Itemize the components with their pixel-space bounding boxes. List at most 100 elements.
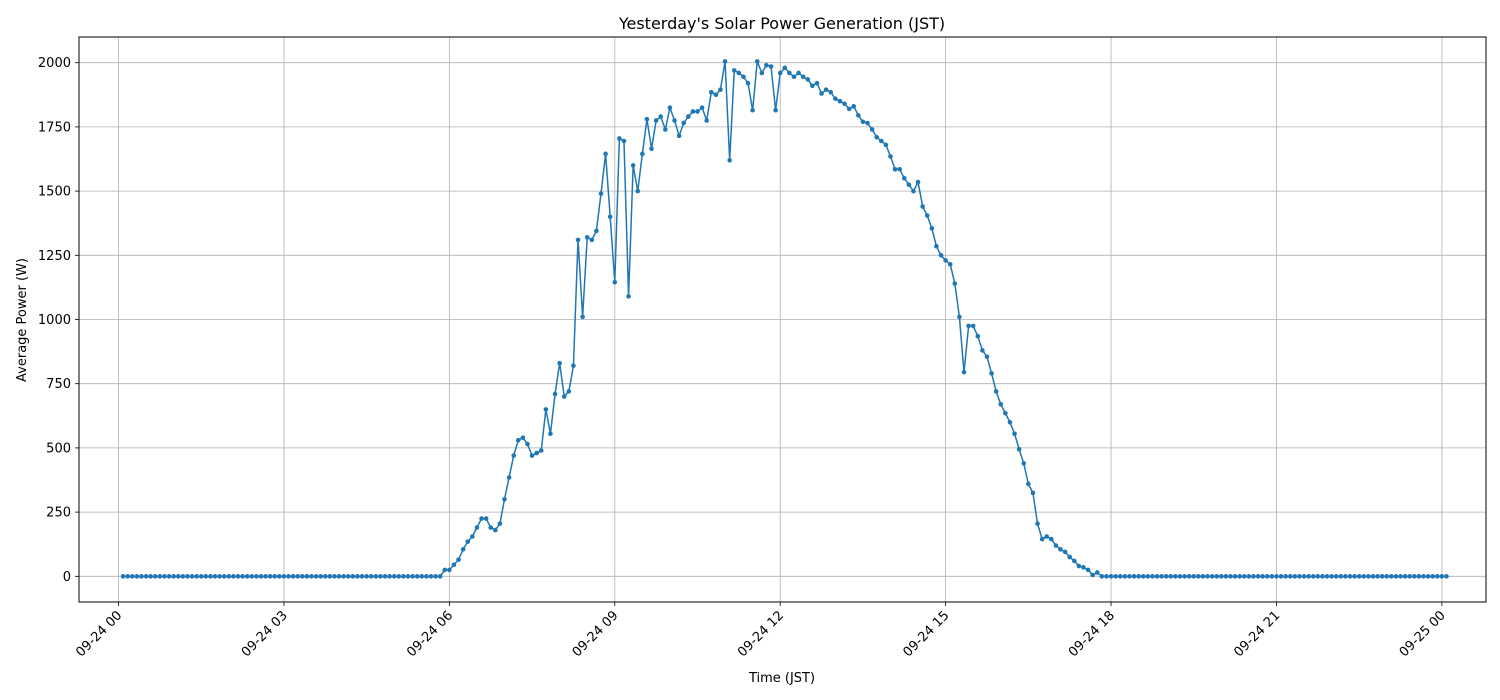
data-point [957,314,962,320]
data-point [364,574,369,579]
data-point [736,70,742,76]
data-point [235,574,241,579]
data-point [920,204,925,209]
data-point [185,574,190,579]
data-point [295,574,301,579]
data-point [1049,536,1054,542]
data-point [584,235,590,240]
data-point [249,574,255,579]
x-tick-label: 09-24 06 [404,608,456,660]
data-point [892,166,898,172]
data-point [833,96,838,101]
data-point [1062,549,1068,555]
data-point [1269,574,1275,579]
data-point [368,574,374,579]
data-point [787,70,792,76]
data-point [814,80,820,86]
data-point [309,574,314,579]
data-point [1196,574,1201,579]
data-point [1140,574,1146,579]
data-point [1366,574,1371,579]
data-point [1278,574,1284,579]
data-point [543,407,549,412]
data-point [975,333,981,339]
data-point [906,182,912,187]
data-point [493,527,498,533]
data-point [1370,574,1376,579]
data-point [470,534,475,539]
data-point [1150,574,1155,579]
data-point [630,163,636,168]
data-point [1237,574,1243,579]
data-point [414,574,420,579]
data-point [143,574,149,579]
data-point [1384,574,1390,579]
data-point [1242,574,1247,579]
data-point [888,154,893,159]
data-point [640,151,645,157]
data-point [217,574,222,579]
x-axis-title: Time (JST) [748,671,815,686]
data-point [1251,574,1256,579]
data-point [704,118,709,123]
x-tick-label: 09-24 12 [735,608,787,660]
data-point [1255,574,1261,579]
data-point [300,574,305,579]
data-point [327,574,333,579]
data-point [1320,574,1325,579]
data-point [603,151,608,157]
data-point [226,574,232,579]
data-point [708,89,714,95]
data-point [244,574,250,579]
data-point [1292,574,1298,579]
data-point [938,253,944,258]
data-point [621,138,627,144]
data-point [552,391,558,397]
data-point [391,574,397,579]
data-point [1393,574,1399,579]
data-point [506,475,512,480]
data-point [1016,446,1022,452]
data-point [433,574,438,579]
y-axis-title: Average Power (W) [15,258,30,382]
data-point [667,105,673,110]
data-point [538,448,544,453]
data-point [1425,574,1431,579]
data-point [332,574,337,579]
data-point [860,119,866,125]
data-point [1329,574,1334,579]
data-point [1274,574,1279,579]
data-point [281,574,287,579]
data-point [1039,536,1045,542]
data-point [1434,574,1440,579]
data-point [497,521,503,526]
data-point [1177,574,1183,579]
data-point [1209,574,1215,579]
data-point [856,113,861,118]
data-point [713,92,719,98]
data-point [1163,574,1169,579]
data-point [424,574,429,579]
data-point [130,574,135,579]
data-point [1159,574,1164,579]
data-point [1232,574,1238,579]
data-point [378,574,383,579]
data-point [336,574,342,579]
data-point [341,574,346,579]
data-point [162,574,167,579]
data-point [1117,574,1123,579]
data-point [676,133,682,139]
data-point [460,547,466,552]
data-point [1026,481,1031,487]
data-point [175,574,181,579]
data-point [405,574,411,579]
data-point [561,394,567,399]
data-point [1333,574,1339,579]
data-point [221,574,227,579]
data-point [318,574,324,579]
data-point [846,106,852,112]
data-point [947,261,953,267]
data-point [943,258,948,263]
data-point [180,574,186,579]
data-point [1090,572,1095,578]
